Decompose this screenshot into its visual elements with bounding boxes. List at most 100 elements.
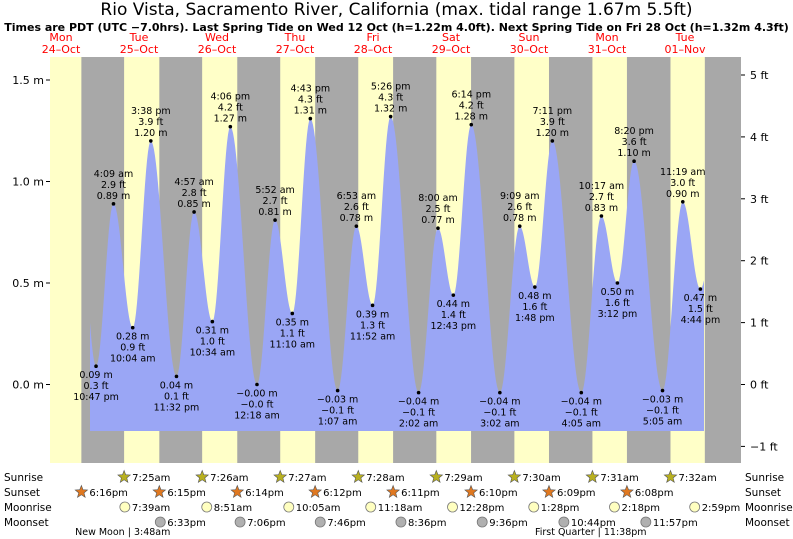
- tide-time-label: 11:19 am: [660, 167, 705, 178]
- day-date-label: 31–Oct: [588, 43, 627, 56]
- day-name-label: Mon: [595, 31, 618, 44]
- tide-point: [370, 303, 375, 308]
- moonset-time: 9:36pm: [489, 518, 528, 529]
- tide-time-label: 10:47 pm: [73, 392, 119, 403]
- tide-time-label: 4:43 pm: [291, 84, 331, 95]
- sunset-time: 6:11pm: [401, 488, 440, 499]
- tide-point: [308, 116, 313, 121]
- tide-m-label: 1.20 m: [536, 128, 569, 139]
- tide-ft-label: 2.7 ft: [589, 192, 614, 203]
- y-tick-label-right: 4 ft: [750, 131, 769, 144]
- tide-ft-label: 3.0 ft: [670, 178, 695, 189]
- moonrise-time: 8:51am: [214, 503, 252, 514]
- moonset-time: 11:57pm: [653, 518, 698, 529]
- moonrise-time: 2:18pm: [621, 503, 660, 514]
- tide-ft-label: 2.7 ft: [263, 196, 288, 207]
- tide-point: [550, 139, 555, 143]
- tide-m-label: 0.48 m: [518, 291, 551, 302]
- moonset-time: 7:46pm: [327, 518, 366, 529]
- tide-ft-label: −0.1 ft: [483, 408, 516, 419]
- sunset-icon: [386, 484, 401, 498]
- tide-ft-label: 4.2 ft: [218, 103, 243, 114]
- astro-row-label-left: Sunrise: [4, 472, 43, 484]
- daylight-band: [50, 57, 82, 463]
- tide-point: [615, 281, 620, 285]
- tide-time-label: 4:57 am: [174, 177, 213, 188]
- y-tick-label-left: 1.0 m: [12, 176, 44, 189]
- astro-row-label-right: Sunrise: [745, 472, 784, 484]
- sunset-icon: [542, 484, 556, 498]
- tide-m-label: 0.83 m: [585, 203, 618, 214]
- tide-point: [436, 226, 440, 230]
- y-tick-label-right: 3 ft: [750, 193, 769, 206]
- tide-ft-label: 1.6 ft: [605, 298, 630, 309]
- tide-m-label: 0.28 m: [116, 332, 149, 343]
- tide-time-label: 5:26 pm: [371, 82, 411, 93]
- tide-ft-label: 2.6 ft: [507, 202, 532, 213]
- y-tick-label-left: 1.5 m: [12, 74, 44, 87]
- astro-row-label-left: Moonrise: [4, 502, 52, 514]
- tide-point: [388, 114, 393, 119]
- y-tick-label-left: 0.0 m: [12, 379, 44, 392]
- tide-ft-label: −0.1 ft: [565, 408, 598, 419]
- tide-m-label: 0.78 m: [503, 213, 536, 224]
- tide-ft-label: 3.6 ft: [622, 137, 647, 148]
- tide-ft-label: 0.1 ft: [164, 391, 189, 402]
- moonset-icon: [314, 516, 326, 528]
- day-name-label: Wed: [205, 31, 229, 44]
- y-tick-label-right: 5 ft: [750, 69, 769, 82]
- day-date-label: 27–Oct: [276, 43, 315, 56]
- tide-ft-label: 2.5 ft: [425, 204, 450, 215]
- tide-time-label: 8:20 pm: [614, 126, 654, 137]
- tide-m-label: 0.78 m: [340, 213, 373, 224]
- moonrise-time: 12:28pm: [460, 503, 505, 514]
- day-date-label: 28–Oct: [354, 43, 393, 56]
- moonrise-time: 10:05am: [296, 503, 341, 514]
- day-name-label: Fri: [366, 31, 379, 44]
- tide-m-label: −0.04 m: [398, 397, 439, 408]
- tide-point: [632, 159, 636, 163]
- y-tick-label-right: 2 ft: [750, 255, 769, 268]
- sunrise-time: 7:32am: [678, 473, 716, 484]
- sunrise-icon: [117, 469, 132, 483]
- tide-ft-label: 3.9 ft: [540, 117, 565, 128]
- tide-time-label: 6:53 am: [337, 191, 376, 202]
- tide-time-label: 10:04 am: [110, 354, 155, 365]
- tide-m-label: 0.09 m: [79, 370, 112, 381]
- tide-ft-label: 2.9 ft: [101, 180, 126, 191]
- tide-time-label: 3:38 pm: [131, 106, 171, 117]
- tide-m-label: 0.44 m: [437, 299, 470, 310]
- tide-m-label: 0.39 m: [356, 309, 389, 320]
- tide-m-label: 0.90 m: [666, 189, 699, 200]
- day-name-label: Sat: [442, 31, 461, 44]
- tide-ft-label: 1.1 ft: [280, 328, 305, 339]
- day-name-label: Thu: [284, 31, 306, 44]
- tide-time-label: 11:52 am: [350, 331, 395, 342]
- moon-phase-label: New Moon | 3:48am: [75, 527, 170, 538]
- sunrise-time: 7:30am: [522, 473, 560, 484]
- tide-point: [451, 293, 456, 297]
- moonset-icon: [395, 516, 407, 528]
- y-tick-label-right: 0 ft: [750, 379, 769, 392]
- day-date-label: 26–Oct: [198, 43, 237, 56]
- tide-m-label: 1.31 m: [294, 106, 327, 117]
- astro-row-label-left: Sunset: [4, 487, 40, 499]
- moonrise-icon: [119, 501, 131, 513]
- tide-m-label: −0.04 m: [479, 397, 520, 408]
- tide-time-label: 12:18 am: [234, 411, 279, 422]
- tide-ft-label: 2.6 ft: [344, 202, 369, 213]
- sunrise-icon: [351, 469, 366, 483]
- sunrise-time: 7:29am: [444, 473, 482, 484]
- moonset-icon: [640, 516, 652, 528]
- sunset-time: 6:09pm: [557, 488, 596, 499]
- tide-m-label: −0.03 m: [317, 395, 358, 406]
- tide-point: [416, 390, 421, 395]
- astro-row-label-right: Moonset: [745, 517, 790, 529]
- tide-time-label: 3:12 pm: [598, 309, 638, 320]
- chart-subtitle: Times are PDT (UTC −7.0hrs). Last Spring…: [4, 21, 789, 34]
- tide-point: [680, 200, 685, 204]
- sunrise-time: 7:27am: [288, 473, 326, 484]
- tide-m-label: 1.28 m: [455, 112, 488, 123]
- tide-ft-label: 4.3 ft: [378, 93, 403, 104]
